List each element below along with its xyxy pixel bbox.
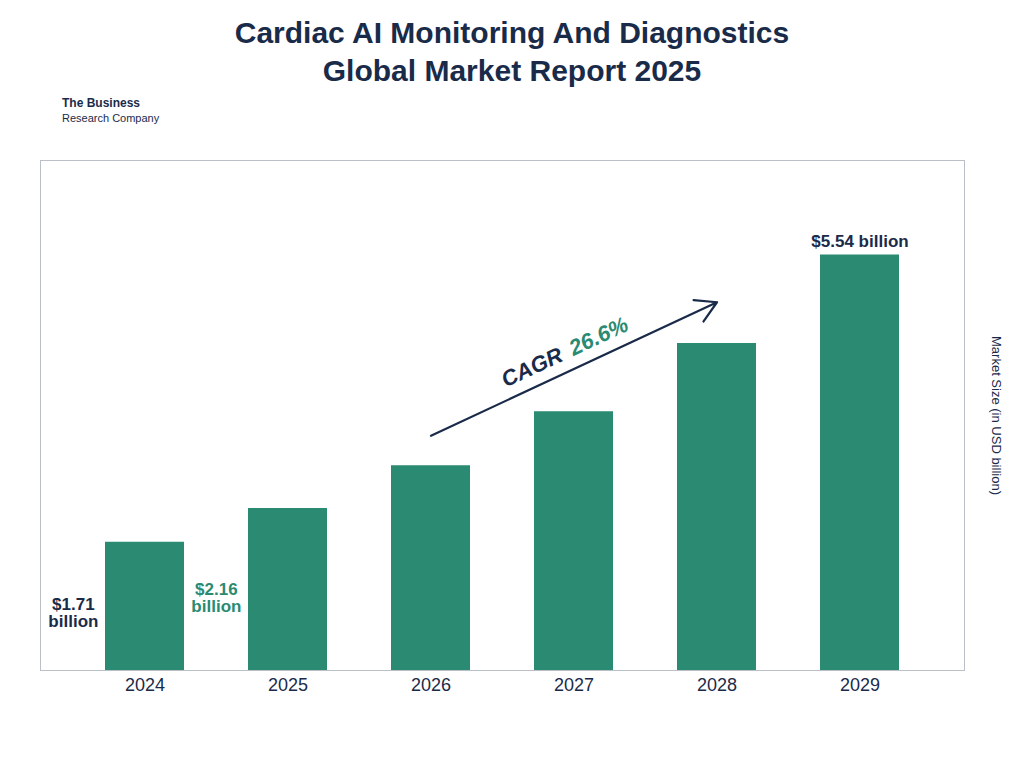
svg-text:$5.54 billion: $5.54 billion (811, 232, 908, 251)
svg-text:2026: 2026 (411, 675, 451, 695)
svg-text:Market Size (in USD billion): Market Size (in USD billion) (989, 336, 1004, 495)
svg-text:2027: 2027 (554, 675, 594, 695)
svg-text:2024: 2024 (125, 675, 165, 695)
html-text:Global Market Report 2025: Global Market Report 2025 (322, 54, 702, 87)
html-text:Cardiac AI Monitoring And Diag: Cardiac AI Monitoring And Diagnostics (234, 16, 790, 49)
svg-text:26.6%: 26.6% (564, 312, 632, 361)
svg-text:2025: 2025 (268, 675, 308, 695)
svg-text:$1.71billion: $1.71billion (48, 595, 98, 631)
svg-text:$2.16billion: $2.16billion (191, 580, 241, 616)
html-text:Research Company: Research Company (62, 112, 160, 124)
html-text:The Business: The Business (62, 96, 140, 110)
svg-text:2029: 2029 (840, 675, 880, 695)
svg-text:CAGR: CAGR (497, 342, 566, 392)
svg-text:2028: 2028 (697, 675, 737, 695)
